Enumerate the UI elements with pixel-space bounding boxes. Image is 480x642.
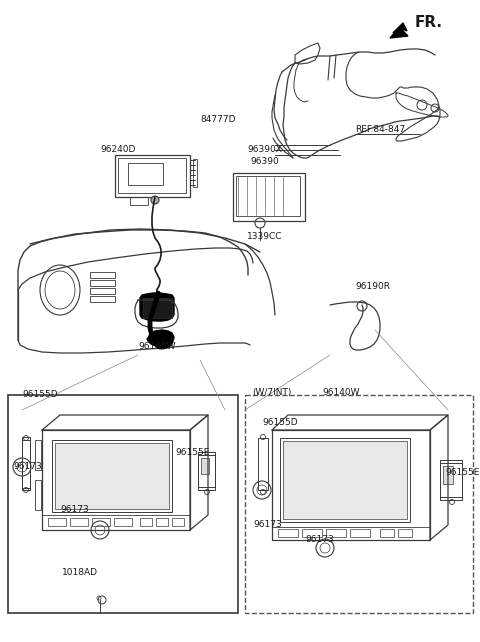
Bar [130, 197, 148, 205]
Bar [52, 440, 172, 512]
Bar [201, 458, 209, 474]
Bar [443, 466, 453, 484]
Circle shape [151, 196, 159, 204]
Bar [8, 395, 238, 613]
Bar [90, 280, 115, 286]
Text: 96390X: 96390X [247, 145, 282, 154]
Bar [278, 529, 298, 537]
Text: 96173: 96173 [305, 535, 334, 544]
Text: 96240D: 96240D [100, 145, 135, 154]
Bar [245, 395, 473, 613]
Bar [140, 518, 152, 526]
Bar [302, 529, 322, 537]
Bar [128, 163, 163, 185]
Bar [380, 529, 394, 537]
Polygon shape [147, 330, 174, 347]
Text: 96173: 96173 [13, 462, 42, 471]
Bar [156, 518, 168, 526]
Text: 96155E: 96155E [445, 468, 480, 477]
Text: 96140W: 96140W [322, 388, 360, 397]
Text: 96173: 96173 [253, 520, 282, 529]
Bar [398, 529, 412, 537]
Bar [114, 518, 132, 526]
Bar [55, 443, 169, 509]
Bar [283, 441, 407, 519]
Text: 96155E: 96155E [175, 448, 209, 457]
Text: (W/7INT): (W/7INT) [252, 388, 291, 397]
Bar [118, 158, 186, 193]
Bar [90, 272, 115, 278]
Bar [258, 438, 268, 490]
Text: 84777D: 84777D [200, 115, 236, 124]
Bar [440, 463, 462, 497]
Polygon shape [390, 23, 408, 38]
Bar [35, 440, 41, 470]
Bar [172, 518, 184, 526]
Bar [350, 529, 370, 537]
Text: 96155D: 96155D [22, 390, 58, 399]
Bar [272, 527, 430, 540]
Text: 96390: 96390 [250, 157, 279, 166]
Bar [70, 518, 88, 526]
Polygon shape [140, 293, 174, 321]
Text: 96155D: 96155D [262, 418, 298, 427]
Text: 96173: 96173 [60, 505, 89, 514]
Bar [236, 176, 300, 216]
Text: 96140W: 96140W [138, 342, 176, 351]
Bar [326, 529, 346, 537]
Bar [48, 518, 66, 526]
Bar [90, 288, 115, 294]
Bar [42, 515, 190, 530]
Bar [280, 438, 410, 522]
Bar [90, 296, 115, 302]
Bar [143, 298, 172, 318]
Bar [92, 518, 110, 526]
Text: 1339CC: 1339CC [247, 232, 283, 241]
Bar [22, 440, 30, 488]
Bar [198, 455, 215, 487]
Bar [115, 155, 190, 197]
Text: FR.: FR. [415, 15, 443, 30]
Bar [193, 159, 197, 187]
Bar [233, 173, 305, 221]
Text: REF.84-847: REF.84-847 [355, 125, 405, 134]
Text: 96190R: 96190R [355, 282, 390, 291]
Text: 1018AD: 1018AD [62, 568, 98, 577]
Bar [35, 480, 41, 510]
